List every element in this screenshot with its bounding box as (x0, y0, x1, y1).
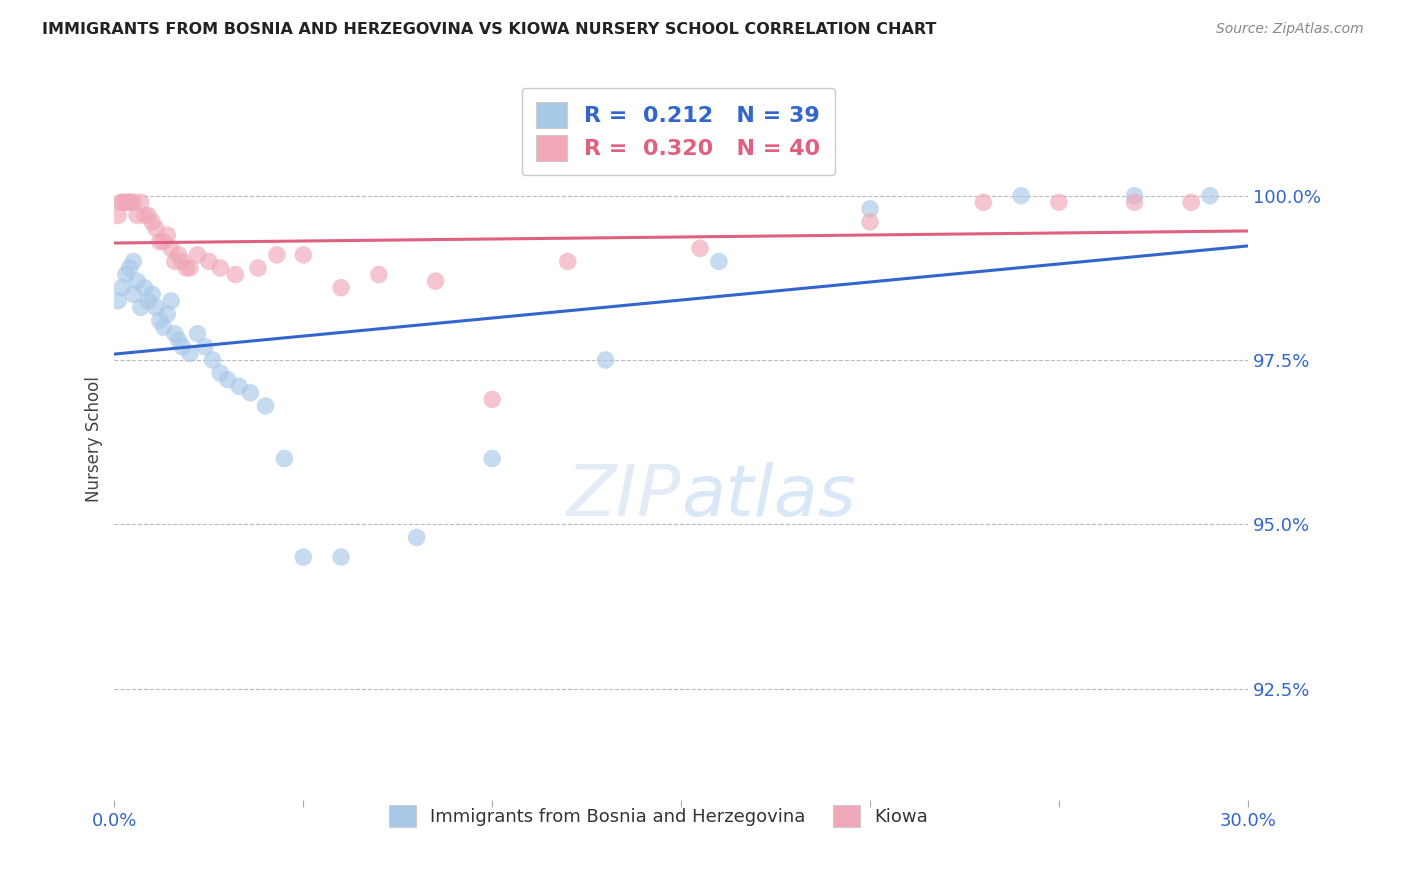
Point (595, 353, 617, 368)
Point (972, 195, 994, 210)
Point (118, 195, 141, 210)
Point (129, 301, 152, 315)
Point (481, 451, 503, 466)
Point (273, 451, 295, 466)
Point (481, 392, 503, 407)
Point (172, 254, 194, 268)
Point (152, 320, 174, 334)
Point (1123, 188, 1146, 202)
Point (367, 268, 389, 282)
Point (209, 366, 232, 380)
Point (859, 202, 882, 216)
Point (217, 373, 239, 387)
Point (134, 281, 156, 295)
Text: Source: ZipAtlas.com: Source: ZipAtlas.com (1216, 22, 1364, 37)
Point (107, 209, 129, 223)
Point (129, 195, 152, 210)
Point (138, 293, 160, 308)
Point (1123, 195, 1146, 210)
Point (179, 260, 201, 275)
Point (198, 254, 221, 268)
Point (292, 248, 315, 262)
Point (125, 274, 148, 288)
Point (145, 301, 167, 315)
Point (330, 550, 353, 565)
Point (228, 379, 250, 393)
Point (118, 195, 141, 210)
Point (122, 195, 145, 210)
Point (111, 195, 134, 210)
Point (246, 260, 269, 275)
Point (163, 326, 186, 341)
Point (239, 385, 262, 400)
Point (167, 333, 190, 347)
Point (149, 235, 172, 249)
Point (179, 346, 201, 360)
Point (107, 293, 129, 308)
Point (330, 281, 353, 295)
Point (111, 195, 134, 210)
Point (707, 254, 730, 268)
Point (201, 353, 224, 368)
Legend: Immigrants from Bosnia and Herzegovina, Kiowa: Immigrants from Bosnia and Herzegovina, … (381, 798, 935, 835)
Point (1199, 188, 1222, 202)
Point (118, 260, 141, 275)
Y-axis label: Nursery School: Nursery School (86, 376, 103, 502)
Point (174, 260, 197, 275)
Point (125, 209, 148, 223)
Point (122, 287, 145, 301)
Point (163, 254, 186, 268)
Point (557, 254, 579, 268)
Point (266, 248, 288, 262)
Point (224, 268, 246, 282)
Point (138, 209, 160, 223)
Point (405, 530, 427, 544)
Point (145, 221, 167, 235)
Point (152, 235, 174, 249)
Point (141, 287, 163, 301)
Point (160, 241, 183, 255)
Point (425, 274, 447, 288)
Text: IMMIGRANTS FROM BOSNIA AND HERZEGOVINA VS KIOWA NURSERY SCHOOL CORRELATION CHART: IMMIGRANTS FROM BOSNIA AND HERZEGOVINA V… (42, 22, 936, 37)
Point (111, 281, 134, 295)
Point (156, 228, 179, 243)
Point (122, 254, 145, 268)
Text: atlas: atlas (681, 462, 856, 531)
Point (209, 260, 232, 275)
Point (292, 550, 315, 565)
Point (141, 215, 163, 229)
Point (167, 248, 190, 262)
Text: ZIP: ZIP (567, 462, 681, 531)
Point (186, 326, 208, 341)
Point (1010, 188, 1032, 202)
Point (1047, 195, 1070, 210)
Point (134, 209, 156, 223)
Point (114, 195, 136, 210)
Point (859, 215, 882, 229)
Point (160, 293, 183, 308)
Point (186, 248, 208, 262)
Point (156, 307, 179, 321)
Point (1180, 195, 1202, 210)
Point (114, 268, 136, 282)
Point (689, 241, 711, 255)
Point (194, 340, 217, 354)
Point (149, 313, 172, 327)
Point (172, 340, 194, 354)
Point (254, 399, 277, 413)
